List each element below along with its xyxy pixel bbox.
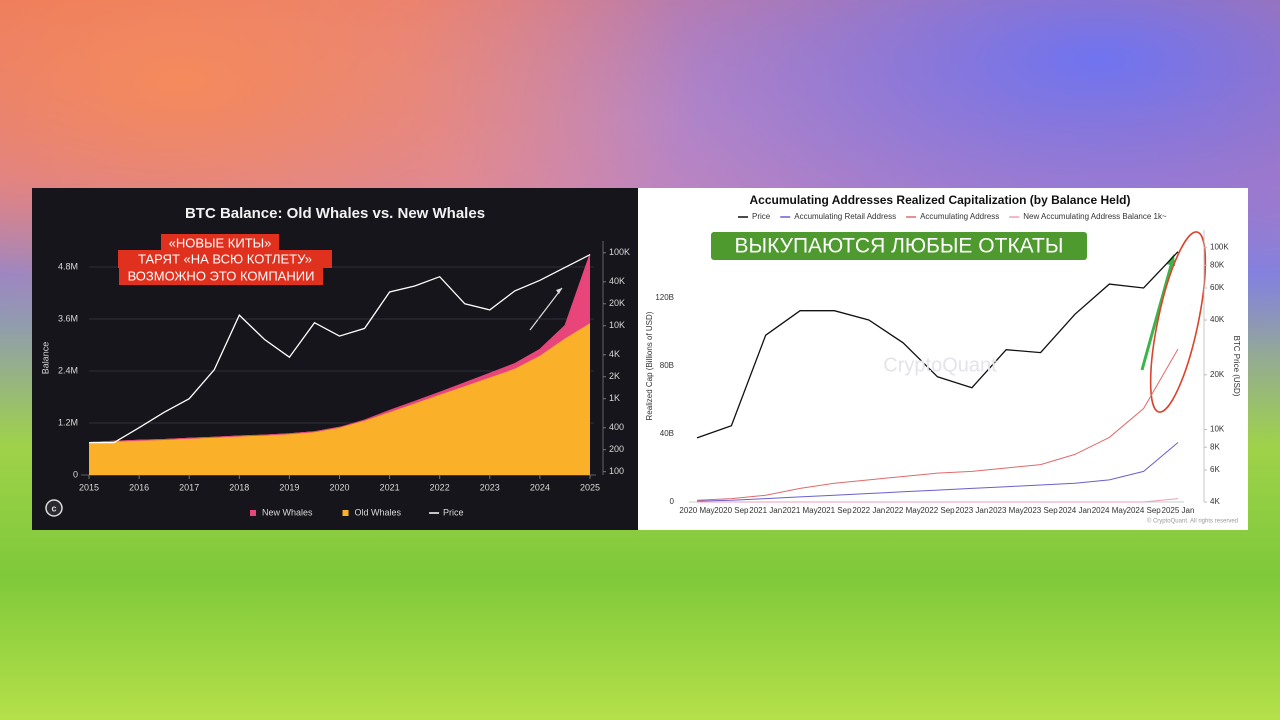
watermark: CryptoQuant bbox=[883, 354, 997, 376]
x-tick-label: 2023 May bbox=[989, 506, 1024, 515]
x-tick-label: 2021 Jan bbox=[749, 506, 782, 515]
x-tick-label: 2025 bbox=[580, 482, 600, 492]
y2-tick-label: 40K bbox=[1210, 315, 1225, 324]
x-tick-label: 2021 May bbox=[783, 506, 818, 515]
annotation: ТАРЯТ «НА ВСЮ КОТЛЕТУ» bbox=[138, 251, 312, 266]
y2-tick-label: 80K bbox=[1210, 260, 1225, 269]
x-tick-label: 2016 bbox=[129, 482, 149, 492]
y2-tick-label: 1K bbox=[609, 393, 620, 403]
y2-tick-label: 100 bbox=[609, 466, 624, 476]
y2-tick-label: 100K bbox=[609, 247, 630, 257]
copyright: © CryptoQuant. All rights reserved bbox=[1147, 518, 1238, 525]
y-tick-label: 40B bbox=[660, 429, 674, 438]
legend-label: Price bbox=[752, 212, 771, 221]
x-tick-label: 2015 bbox=[79, 482, 99, 492]
y2-tick-label: 4K bbox=[1210, 497, 1220, 506]
legend-label: New Whales bbox=[262, 507, 313, 517]
annotation: «НОВЫЕ КИТЫ» bbox=[169, 235, 272, 250]
green-arrow bbox=[1140, 261, 1174, 371]
y2-tick-label: 20K bbox=[1210, 370, 1225, 379]
series-line bbox=[697, 498, 1179, 503]
annotation-bg bbox=[119, 267, 323, 285]
logo-letter: c bbox=[51, 503, 56, 513]
y-tick-label: 1.2M bbox=[58, 417, 78, 427]
x-tick-label: 2020 May bbox=[679, 506, 714, 515]
x-tick-label: 2022 bbox=[430, 482, 450, 492]
y2-tick-label: 8K bbox=[1210, 442, 1220, 451]
annotation: ВЫКУПАЮТСЯ ЛЮБЫЕ ОТКАТЫ bbox=[735, 235, 1064, 258]
x-tick-label: 2024 May bbox=[1092, 506, 1127, 515]
annotation-bg bbox=[118, 250, 332, 268]
legend-label: Price bbox=[443, 507, 464, 517]
y-tick-label: 0 bbox=[73, 469, 78, 479]
annotation: ВОЗМОЖНО ЭТО КОМПАНИИ bbox=[128, 268, 315, 283]
y2-axis-label: BTC Price (USD) bbox=[1232, 336, 1241, 397]
x-tick-label: 2017 bbox=[179, 482, 199, 492]
y-tick-label: 80B bbox=[660, 361, 674, 370]
series-line bbox=[696, 251, 1179, 439]
legend-label: Accumulating Address bbox=[920, 212, 999, 221]
y2-tick-label: 100K bbox=[1210, 243, 1229, 252]
x-tick-label: 2021 Sep bbox=[817, 506, 852, 515]
x-tick-label: 2021 bbox=[380, 482, 400, 492]
y-axis-label: Balance bbox=[40, 342, 50, 375]
area-top bbox=[88, 253, 591, 443]
y2-tick-label: 60K bbox=[1210, 283, 1225, 292]
y-tick-label: 0 bbox=[670, 497, 675, 506]
x-tick-label: 2024 Sep bbox=[1127, 506, 1162, 515]
x-tick-label: 2022 May bbox=[886, 506, 921, 515]
arrow-head bbox=[556, 288, 562, 294]
y-tick-label: 120B bbox=[655, 293, 674, 302]
x-tick-label: 2024 Jan bbox=[1058, 506, 1091, 515]
y2-tick-label: 200 bbox=[609, 444, 624, 454]
arrow bbox=[529, 287, 563, 331]
y2-tick-label: 10K bbox=[609, 320, 625, 330]
legend-swatch bbox=[342, 510, 349, 516]
y2-tick-label: 4K bbox=[609, 349, 620, 359]
highlight-ellipse bbox=[1149, 231, 1207, 413]
y-tick-label: 2.4M bbox=[58, 365, 78, 375]
annotation-bg bbox=[711, 232, 1087, 260]
chart-title: Accumulating Addresses Realized Capitali… bbox=[750, 193, 1131, 207]
x-tick-label: 2022 Jan bbox=[852, 506, 885, 515]
x-tick-label: 2023 bbox=[480, 482, 500, 492]
chart-title: BTC Balance: Old Whales vs. New Whales bbox=[185, 205, 485, 222]
legend-swatch bbox=[250, 510, 256, 516]
y2-tick-label: 40K bbox=[609, 276, 625, 286]
x-tick-label: 2020 Sep bbox=[714, 506, 749, 515]
legend-label: Accumulating Retail Address bbox=[794, 212, 896, 221]
legend-label: Old Whales bbox=[355, 507, 402, 517]
y2-tick-label: 6K bbox=[1210, 465, 1220, 474]
annotation-bg bbox=[161, 234, 279, 252]
x-tick-label: 2024 bbox=[530, 482, 550, 492]
x-tick-label: 2018 bbox=[229, 482, 249, 492]
y-tick-label: 3.6M bbox=[58, 313, 78, 323]
x-tick-label: 2023 Sep bbox=[1023, 506, 1058, 515]
series-line bbox=[696, 348, 1179, 501]
series-line bbox=[89, 254, 591, 444]
x-tick-label: 2025 Jan bbox=[1162, 506, 1195, 515]
x-tick-label: 2022 Sep bbox=[920, 506, 955, 515]
x-tick-label: 2019 bbox=[279, 482, 299, 492]
legend-label: New Accumulating Address Balance 1k~ bbox=[1023, 212, 1167, 221]
y2-tick-label: 20K bbox=[609, 298, 625, 308]
x-tick-label: 2020 bbox=[329, 482, 349, 492]
logo bbox=[45, 499, 63, 517]
y-tick-label: 4.8M bbox=[58, 261, 78, 271]
y-axis-label: Realized Cap (Billions of USD) bbox=[645, 311, 654, 420]
area-fill bbox=[89, 323, 590, 475]
y2-tick-label: 2K bbox=[609, 371, 620, 381]
series-line bbox=[696, 442, 1179, 502]
y2-tick-label: 400 bbox=[609, 422, 624, 432]
y2-tick-label: 10K bbox=[1210, 425, 1225, 434]
x-tick-label: 2023 Jan bbox=[955, 506, 988, 515]
